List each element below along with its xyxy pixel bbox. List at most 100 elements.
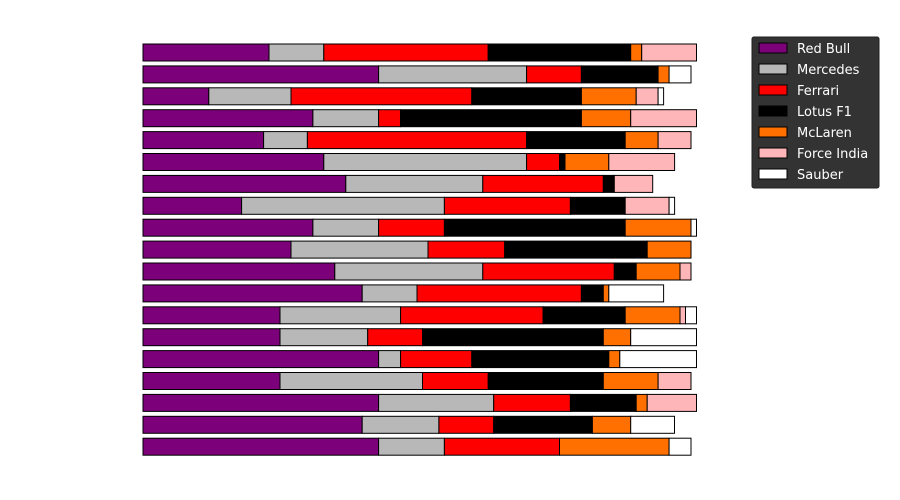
bar-segment-red-bull-row-8 — [142, 196, 243, 215]
bar-segment-red-bull-row-2 — [142, 65, 380, 84]
bar-segment-lotus-f1-row-5 — [526, 131, 626, 150]
legend: Red Bull Mercedes Ferrari Lotus F1 McLaren Fo… — [751, 36, 880, 189]
bar-segment-ferrari-row-18 — [438, 415, 495, 434]
bar-segment-mclaren-row-14 — [602, 328, 632, 347]
bar-segment-force-india-row-6 — [608, 153, 676, 171]
legend-label-lotus-f1: Lotus F1 — [797, 105, 852, 120]
bar-segment-red-bull-row-11 — [142, 262, 336, 281]
bar-segment-ferrari-row-3 — [290, 87, 473, 106]
bar-segment-sauber-row-12 — [608, 284, 665, 303]
bar-segment-lotus-f1-row-1 — [487, 43, 632, 62]
bar-segment-lotus-f1-row-16 — [487, 372, 604, 390]
legend-swatch-ferrari — [758, 84, 788, 96]
bar-segment-sauber-row-3 — [657, 87, 665, 106]
bar-segment-ferrari-row-2 — [526, 65, 582, 84]
bar-segment-red-bull-row-9 — [142, 218, 314, 237]
bar-segment-mclaren-row-12 — [602, 284, 610, 303]
bar-segment-ferrari-row-12 — [416, 284, 582, 303]
bar-segment-mercedes-row-1 — [268, 43, 325, 62]
bar-segment-lotus-f1-row-17 — [569, 393, 637, 412]
bar-segment-mercedes-row-10 — [290, 240, 429, 259]
bar-segment-force-india-row-5 — [657, 131, 692, 150]
bar-segment-lotus-f1-row-14 — [422, 328, 604, 347]
bar-segment-mercedes-row-8 — [241, 196, 445, 215]
bar-segment-red-bull-row-12 — [142, 284, 363, 303]
bar-segment-lotus-f1-row-11 — [613, 262, 637, 281]
bar-segment-ferrari-row-17 — [493, 393, 571, 412]
bar-segment-red-bull-row-17 — [142, 393, 380, 412]
bar-segment-mercedes-row-2 — [378, 65, 528, 84]
bar-segment-force-india-row-4 — [630, 109, 698, 128]
bar-segment-ferrari-row-5 — [306, 131, 528, 150]
bar-segment-ferrari-row-16 — [422, 372, 489, 390]
bar-segment-sauber-row-19 — [668, 437, 692, 456]
bar-segment-mercedes-row-19 — [378, 437, 445, 456]
legend-swatch-sauber — [758, 168, 788, 180]
bar-segment-mclaren-row-4 — [580, 109, 632, 128]
legend-label-ferrari: Ferrari — [797, 84, 839, 99]
bar-segment-ferrari-row-8 — [443, 196, 571, 215]
bar-segment-mclaren-row-19 — [559, 437, 670, 456]
bar-segment-force-india-row-17 — [646, 393, 698, 412]
bar-segment-mclaren-row-2 — [657, 65, 670, 84]
bar-segment-red-bull-row-15 — [142, 350, 380, 369]
bar-segment-red-bull-row-6 — [142, 153, 325, 171]
legend-swatch-force-india — [758, 147, 788, 159]
bar-segment-mercedes-row-12 — [361, 284, 418, 303]
bar-segment-ferrari-row-6 — [526, 153, 560, 171]
bar-segment-mercedes-row-7 — [345, 174, 484, 193]
bar-segment-red-bull-row-13 — [142, 306, 281, 325]
bar-segment-red-bull-row-4 — [142, 109, 314, 128]
bar-segment-mercedes-row-15 — [378, 350, 402, 369]
bar-segment-mclaren-row-15 — [608, 350, 621, 369]
legend-swatch-red-bull — [758, 42, 788, 54]
bar-segment-mercedes-row-13 — [279, 306, 402, 325]
bar-segment-sauber-row-15 — [619, 350, 697, 369]
bar-segment-lotus-f1-row-18 — [493, 415, 593, 434]
legend-label-mclaren: McLaren — [797, 126, 852, 141]
bar-segment-force-india-row-13 — [679, 306, 686, 325]
bar-segment-red-bull-row-14 — [142, 328, 281, 347]
bar-segment-ferrari-row-15 — [400, 350, 473, 369]
bar-segment-red-bull-row-19 — [142, 437, 380, 456]
legend-label-sauber: Sauber — [797, 168, 844, 183]
bar-segment-mclaren-row-6 — [564, 153, 610, 171]
bar-segment-ferrari-row-1 — [323, 43, 489, 62]
bar-segment-mercedes-row-17 — [378, 393, 495, 412]
bar-segment-lotus-f1-row-12 — [580, 284, 604, 303]
bar-segment-ferrari-row-13 — [400, 306, 544, 325]
bar-segment-red-bull-row-1 — [142, 43, 270, 62]
bar-segment-lotus-f1-row-10 — [504, 240, 648, 259]
bar-segment-mclaren-row-13 — [624, 306, 681, 325]
bar-segment-lotus-f1-row-9 — [443, 218, 626, 237]
bar-segment-sauber-row-2 — [668, 65, 692, 84]
bar-segment-lotus-f1-row-6 — [559, 153, 566, 171]
bar-segment-mclaren-row-10 — [646, 240, 692, 259]
bar-segment-force-india-row-16 — [657, 372, 692, 390]
bar-segment-sauber-row-18 — [630, 415, 676, 434]
bar-segment-force-india-row-3 — [635, 87, 659, 106]
bar-segment-sauber-row-9 — [690, 218, 697, 237]
legend-label-force-india: Force India — [797, 147, 868, 162]
bar-segment-lotus-f1-row-8 — [569, 196, 626, 215]
bar-segment-lotus-f1-row-4 — [400, 109, 582, 128]
bar-segment-lotus-f1-row-2 — [580, 65, 659, 84]
bar-segment-force-india-row-8 — [624, 196, 670, 215]
legend-swatch-lotus-f1 — [758, 105, 788, 117]
bar-segment-mercedes-row-18 — [361, 415, 440, 434]
bar-segment-lotus-f1-row-7 — [602, 174, 615, 193]
bar-segment-mercedes-row-9 — [312, 218, 380, 237]
bar-segment-mercedes-row-11 — [334, 262, 484, 281]
bar-segment-sauber-row-8 — [668, 196, 676, 215]
bar-segment-red-bull-row-16 — [142, 372, 281, 390]
legend-swatch-mercedes — [758, 63, 788, 75]
bar-segment-mercedes-row-6 — [323, 153, 528, 171]
bar-segment-red-bull-row-3 — [142, 87, 210, 106]
bar-segment-mclaren-row-17 — [635, 393, 648, 412]
bar-segment-ferrari-row-11 — [482, 262, 615, 281]
bar-segment-red-bull-row-10 — [142, 240, 292, 259]
bar-segment-ferrari-row-4 — [378, 109, 402, 128]
bar-segment-ferrari-row-7 — [482, 174, 604, 193]
bar-segment-mclaren-row-18 — [591, 415, 632, 434]
